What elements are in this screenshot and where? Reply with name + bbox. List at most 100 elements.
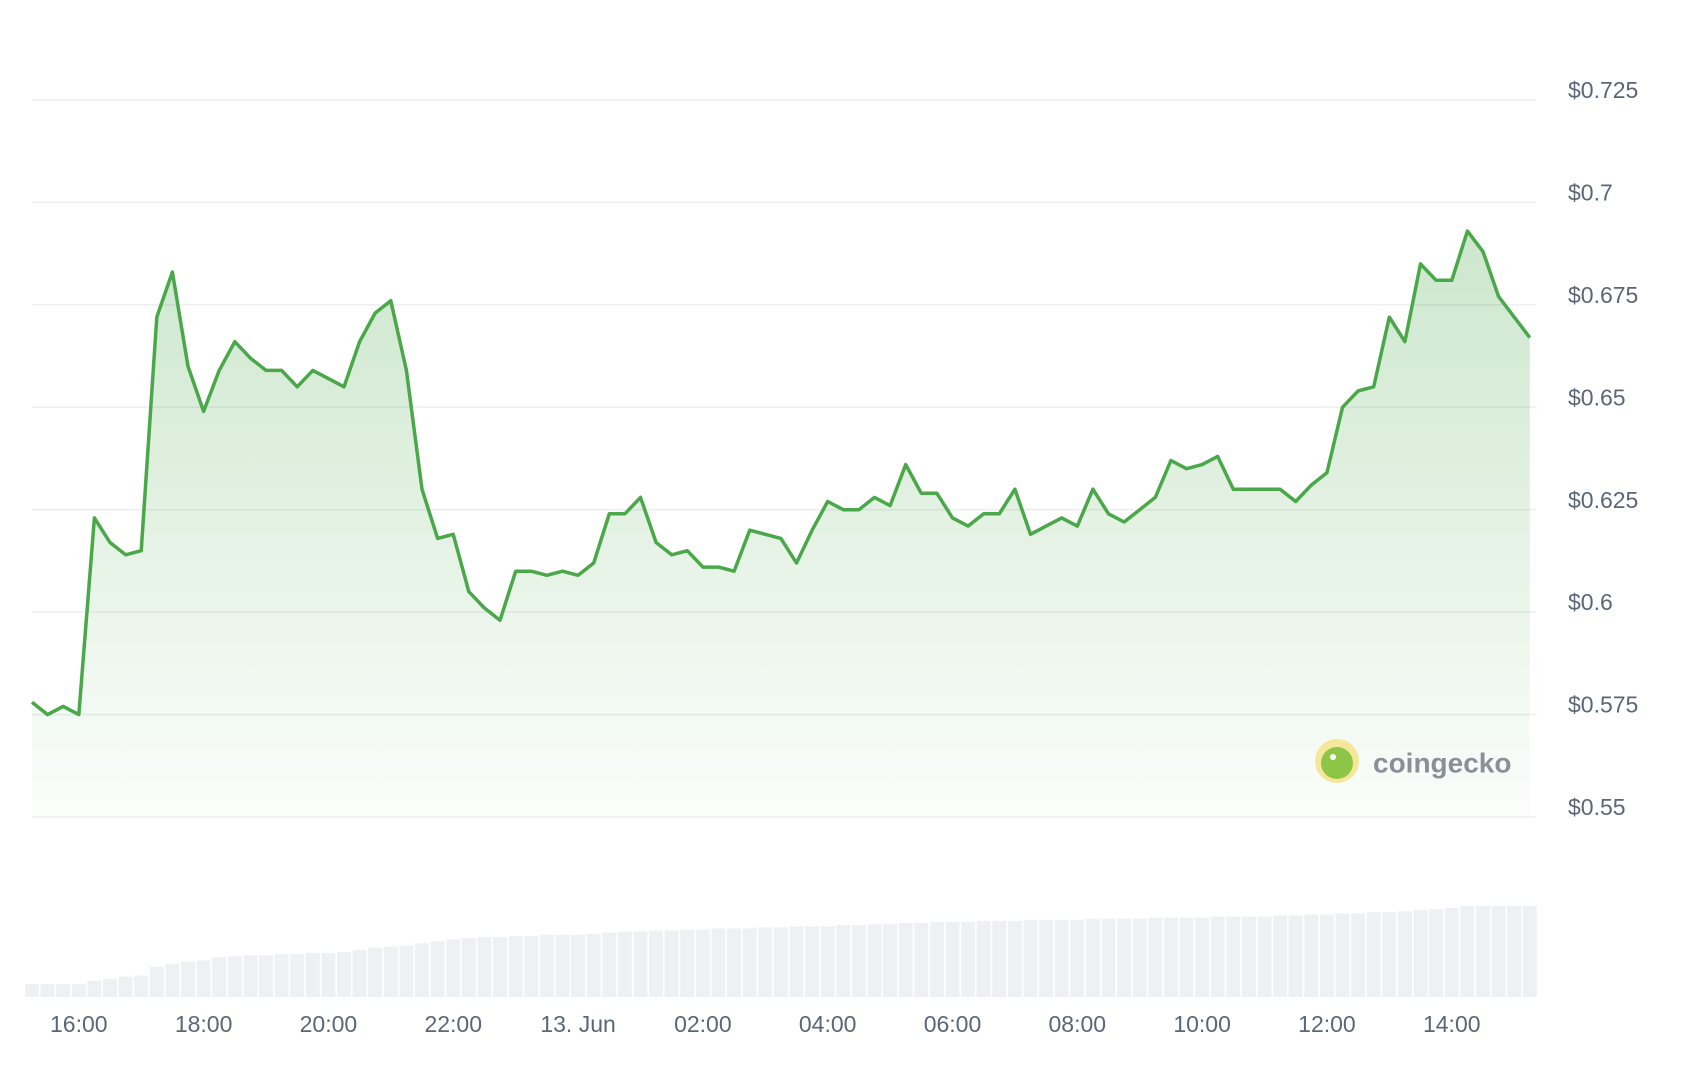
volume-bar: [243, 955, 258, 997]
volume-bar: [446, 939, 461, 997]
volume-bar: [539, 934, 554, 997]
volume-bar: [477, 936, 492, 997]
logo-gecko: [1321, 747, 1353, 779]
volume-bar: [1007, 920, 1022, 997]
volume-bar: [461, 938, 476, 997]
x-tick-label: 13. Jun: [540, 1011, 615, 1037]
volume-bar: [1319, 914, 1334, 997]
volume-bar: [727, 928, 742, 997]
volume-bar: [1444, 908, 1459, 997]
y-tick-label: $0.6: [1568, 589, 1613, 615]
volume-bar: [102, 978, 118, 997]
price-line: [30, 229, 1532, 717]
volume-bar: [820, 926, 835, 997]
volume-bar: [1366, 912, 1381, 997]
volume-bar: [290, 954, 305, 997]
volume-bar: [337, 951, 352, 997]
x-tick-label: 06:00: [924, 1011, 982, 1037]
volume-bar: [602, 932, 617, 997]
volume-bar: [352, 949, 367, 997]
volume-bar: [1460, 905, 1475, 997]
volume-bar: [259, 955, 274, 997]
y-tick-label: $0.7: [1568, 179, 1613, 205]
volume-bar: [742, 928, 757, 997]
watermark-text: coingecko: [1373, 747, 1511, 778]
x-tick-label: 22:00: [424, 1011, 482, 1037]
volume-bar: [1522, 905, 1537, 997]
volume-bar: [415, 943, 430, 997]
volume-bar: [1101, 918, 1116, 997]
volume-bar: [945, 921, 960, 997]
volume-bar: [883, 924, 898, 997]
volume-bar: [1382, 912, 1397, 997]
volume-bar: [664, 930, 679, 997]
volume-bar: [695, 929, 710, 997]
volume-bar: [1491, 905, 1506, 997]
y-tick-label: $0.625: [1568, 487, 1638, 513]
logo-eye: [1330, 754, 1336, 760]
volume-bar: [1288, 915, 1303, 997]
volume-bar: [992, 920, 1007, 997]
y-tick-label: $0.675: [1568, 282, 1638, 308]
volume-bar: [274, 954, 289, 997]
volume-bar: [430, 941, 445, 997]
volume-bar: [805, 926, 820, 997]
area-fill: [32, 231, 1530, 818]
volume-bar: [1132, 918, 1147, 997]
volume-bar: [1335, 913, 1350, 997]
volume-bar: [165, 963, 180, 997]
volume-bar: [212, 957, 227, 997]
volume-bar: [1304, 914, 1319, 997]
x-tick-label: 14:00: [1423, 1011, 1481, 1037]
x-tick-label: 18:00: [175, 1011, 233, 1037]
volume-bar: [1226, 916, 1241, 997]
volume-bar: [149, 966, 164, 997]
volume-bar: [867, 924, 882, 997]
x-tick-label: 08:00: [1049, 1011, 1107, 1037]
volume-bar: [196, 960, 211, 997]
volume-bar: [1195, 917, 1210, 997]
y-tick-label: $0.725: [1568, 77, 1638, 103]
volume-bar: [1117, 918, 1132, 997]
volume-bar: [1148, 917, 1163, 997]
x-tick-label: 20:00: [300, 1011, 358, 1037]
volume-bar: [1023, 919, 1038, 997]
volume-bar: [1241, 916, 1256, 997]
volume-bar: [40, 984, 55, 997]
volume-bar: [71, 984, 86, 997]
volume-bar: [555, 934, 570, 997]
volume-bar: [180, 961, 196, 997]
volume-bar: [898, 923, 913, 997]
volume-bar: [789, 926, 804, 997]
volume-bar: [961, 921, 976, 997]
x-tick-label: 04:00: [799, 1011, 857, 1037]
volume-bar: [1163, 917, 1178, 997]
volume-bar: [524, 935, 539, 997]
x-tick-label: 12:00: [1298, 1011, 1356, 1037]
volume-bar: [851, 925, 866, 997]
volume-bar: [118, 976, 133, 997]
watermark: coingecko: [1315, 739, 1511, 783]
volume-bar: [56, 984, 71, 997]
volume-bar: [1397, 911, 1412, 997]
volume-bar: [87, 980, 102, 997]
x-tick-label: 16:00: [50, 1011, 108, 1037]
volume-bar: [1070, 919, 1085, 997]
volume-bar: [633, 931, 648, 997]
volume-bar: [914, 923, 929, 997]
volume-bar: [617, 931, 632, 997]
volume-bar: [368, 947, 383, 997]
volume-bar: [227, 956, 242, 997]
volume-bar: [836, 925, 851, 997]
volume-bar: [1085, 918, 1100, 997]
x-tick-label: 10:00: [1173, 1011, 1231, 1037]
volume-bar: [1507, 905, 1522, 997]
y-tick-label: $0.55: [1568, 794, 1626, 820]
volume-bar: [1257, 916, 1272, 997]
volume-bar: [1039, 919, 1054, 997]
volume-bar: [508, 935, 523, 997]
volume-bar: [1054, 919, 1069, 997]
volume-bar: [571, 934, 586, 997]
